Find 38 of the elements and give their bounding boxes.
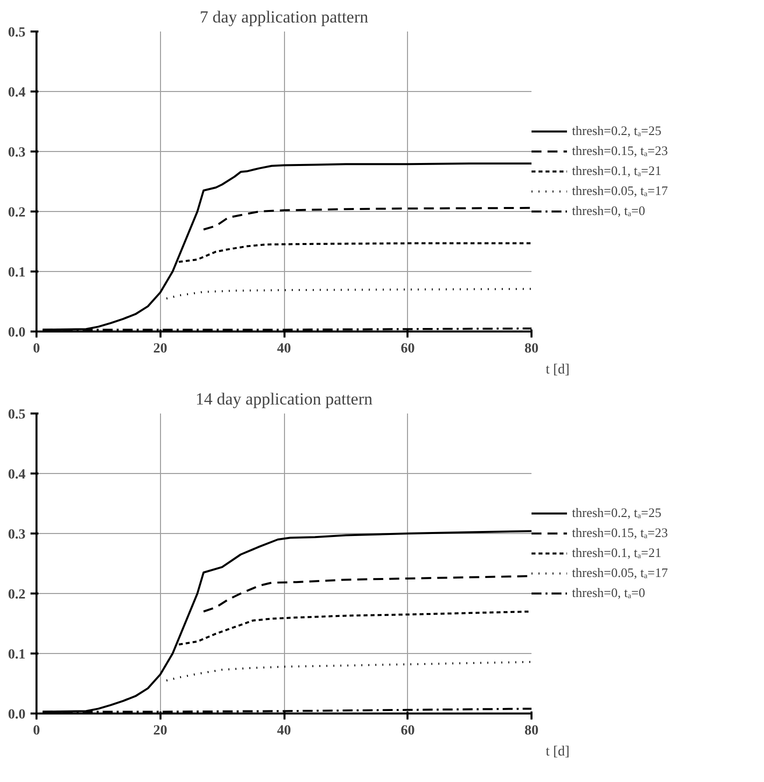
legend-label: thresh=0.05, tₐ=17	[572, 183, 668, 199]
y-tick-label: 0.3	[8, 146, 26, 160]
y-tick-label: 0.5	[8, 408, 26, 422]
legend-label: thresh=0.15, tₐ=23	[572, 525, 668, 541]
y-tick-label: 0.1	[8, 266, 26, 280]
x-tick-label: 60	[400, 724, 415, 738]
legend-label: thresh=0.05, tₐ=17	[572, 565, 668, 581]
x-tick-label: 40	[277, 724, 291, 738]
legend-label: thresh=0.2, tₐ=25	[572, 123, 662, 139]
legend-label: thresh=0.15, tₐ=23	[572, 143, 668, 159]
y-tick-label: 0.4	[8, 86, 26, 100]
x-tick-label: 80	[524, 724, 538, 738]
x-axis-title: t [d]	[546, 744, 570, 760]
line-series	[165, 288, 532, 300]
y-tick-label: 0.2	[8, 588, 26, 602]
y-tick-label: 0.0	[8, 326, 26, 340]
legend-label: thresh=0.2, tₐ=25	[572, 505, 662, 521]
x-axis-title: t [d]	[546, 362, 570, 378]
legend-label: thresh=0, tₐ=0	[572, 585, 646, 601]
y-tick-label: 0.1	[8, 648, 26, 662]
legend-label: thresh=0, tₐ=0	[572, 203, 646, 219]
y-tick-label: 0.0	[8, 708, 26, 722]
x-tick-label: 40	[277, 342, 291, 356]
x-tick-label: 80	[524, 342, 538, 356]
y-tick-label: 0.2	[8, 206, 26, 220]
x-tick-label: 60	[400, 342, 415, 356]
chart-title: 14 day application pattern	[195, 390, 374, 408]
x-tick-label: 20	[153, 724, 168, 738]
x-tick-label: 0	[33, 342, 40, 356]
chart-title: 7 day application pattern	[200, 8, 369, 26]
x-tick-label: 20	[153, 342, 168, 356]
y-tick-label: 0.4	[8, 468, 26, 482]
y-tick-label: 0.5	[8, 26, 26, 40]
x-tick-label: 0	[33, 724, 40, 738]
y-tick-label: 0.3	[8, 528, 26, 542]
line-series	[165, 660, 532, 682]
legend-label: thresh=0.1, tₐ=21	[572, 163, 662, 179]
legend-label: thresh=0.1, tₐ=21	[572, 545, 662, 561]
